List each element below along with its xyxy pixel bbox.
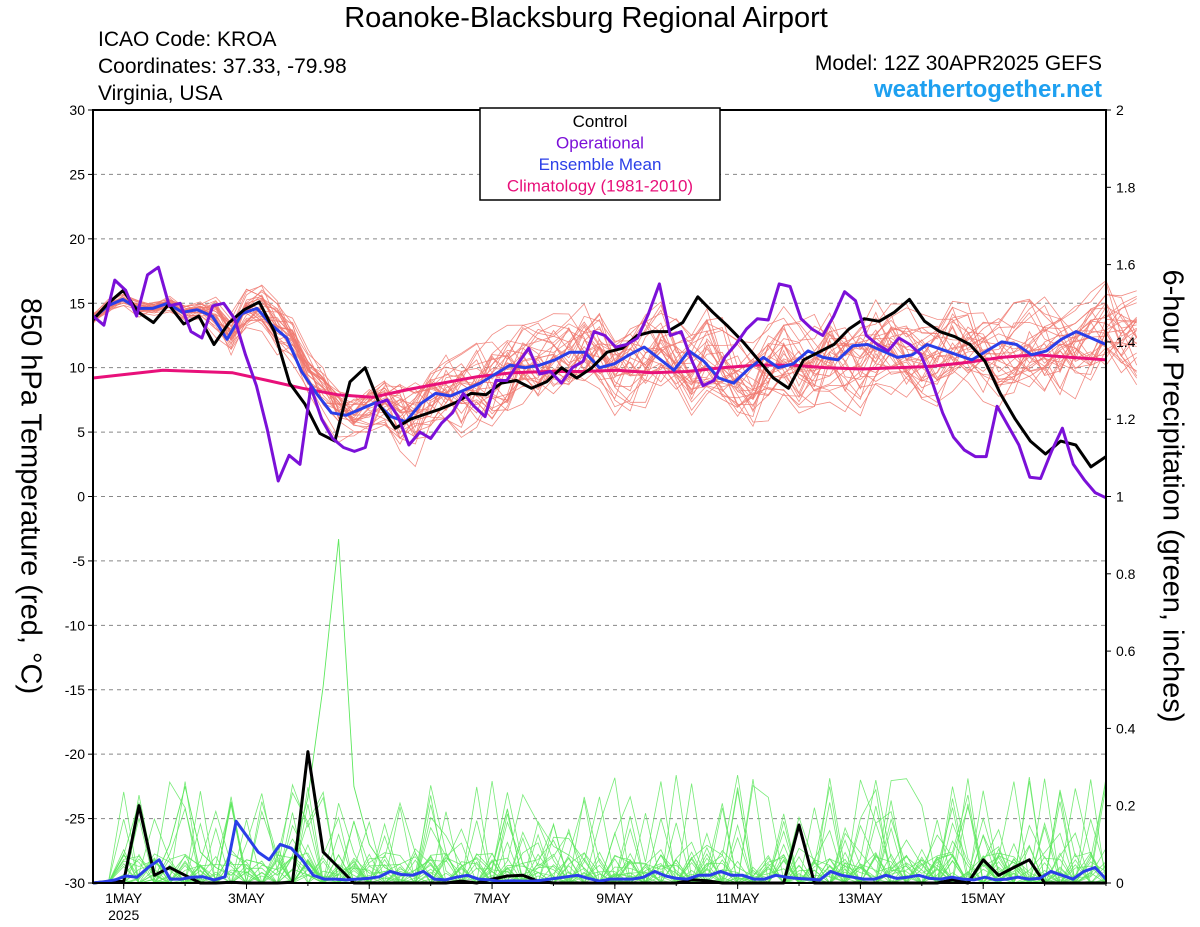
tick-labels: 302520151050-5-10-15-20-25-3021.81.61.41… — [65, 102, 1136, 923]
x-tick-label: 5MAY — [351, 890, 389, 906]
legend-entry: Control — [573, 112, 628, 131]
y-left-tick-label: 0 — [77, 489, 85, 505]
temperature-member-line — [92, 289, 1138, 421]
x-tick-label: 15MAY — [961, 890, 1007, 906]
temperature-member-line — [92, 296, 1137, 438]
y-right-tick-label: 2 — [1116, 102, 1124, 118]
y-left-tick-label: 15 — [69, 295, 85, 311]
y-right-tick-label: 0 — [1116, 875, 1124, 891]
x-tick-label: 13MAY — [838, 890, 884, 906]
model-run: Model: 12Z 30APR2025 GEFS — [814, 52, 1102, 75]
y-left-tick-label: 5 — [77, 424, 85, 440]
x-tick-label: 7MAY — [474, 890, 512, 906]
y-right-tick-label: 1.8 — [1116, 179, 1136, 195]
temperature-members — [92, 280, 1138, 468]
y-left-tick-label: -10 — [65, 617, 85, 633]
x-tick-label: 9MAY — [596, 890, 634, 906]
y-left-tick-label: -30 — [65, 875, 85, 891]
site-link[interactable]: weathertogether.net — [873, 76, 1102, 103]
y-right-tick-label: 1.2 — [1116, 411, 1136, 427]
y-right-tick-label: 1 — [1116, 489, 1124, 505]
y-right-tick-label: 0.2 — [1116, 798, 1136, 814]
precipitation-line-ensemble-mean — [92, 819, 1108, 885]
temperature-member-line — [92, 297, 1137, 419]
y-right-tick-label: 0.4 — [1116, 720, 1136, 736]
y-left-tick-label: -5 — [73, 553, 86, 569]
temperature-member-line — [92, 280, 1138, 445]
y-right-tick-label: 0.8 — [1116, 566, 1136, 582]
temperature-member-line — [92, 298, 1138, 424]
precipitation-member-line — [93, 777, 1107, 884]
temperature-line-control — [91, 288, 1107, 469]
precipitation-peak-member-line — [93, 538, 401, 884]
temperature-member-line — [92, 294, 1138, 438]
y-right-tick-label: 1.6 — [1116, 257, 1136, 273]
y-left-tick-label: 20 — [69, 231, 85, 247]
y-left-tick-label: 10 — [69, 360, 85, 376]
x-tick-label: 3MAY — [228, 890, 266, 906]
gridlines — [93, 173, 1106, 820]
region: Virginia, USA — [98, 82, 223, 105]
icao-code: ICAO Code: KROA — [98, 28, 277, 51]
x-tick-label: 1MAY — [105, 890, 143, 906]
legend-entry: Ensemble Mean — [539, 155, 662, 174]
x-tick-label: 11MAY — [716, 890, 760, 906]
precipitation-member-line — [93, 781, 1106, 885]
temperature-member-line — [92, 291, 1137, 423]
y-left-tick-label: -25 — [65, 811, 85, 827]
chart-title: Roanoke-Blacksburg Regional Airport — [344, 2, 828, 34]
precipitation-member-line — [93, 784, 1107, 884]
y-left-tick-label: -15 — [65, 682, 85, 698]
legend-entry: Operational — [556, 134, 644, 153]
temperature-line-climatology- — [92, 353, 1107, 399]
y-right-tick-label: 1.4 — [1116, 334, 1136, 350]
temperature-line-ensemble-mean — [92, 297, 1107, 424]
y-right-tick-label: 0.6 — [1116, 643, 1136, 659]
x-tick-sublabel: 2025 — [108, 907, 139, 923]
temperature-line-operational — [92, 265, 1107, 500]
legend-box — [479, 107, 721, 201]
series-lines — [91, 265, 1108, 885]
temperature-member-line — [92, 304, 1137, 412]
coordinates: Coordinates: 37.33, -79.98 — [98, 55, 347, 78]
legend: Control Operational Ensemble Mean Climatolo… — [479, 107, 721, 201]
legend-entry: Climatology (1981-2010) — [507, 177, 693, 196]
temperature-member-line — [92, 284, 1137, 412]
y-left-tick-label: 25 — [69, 166, 85, 182]
y-left-tick-label: 30 — [69, 102, 85, 118]
y-left-tick-label: -20 — [65, 746, 85, 762]
